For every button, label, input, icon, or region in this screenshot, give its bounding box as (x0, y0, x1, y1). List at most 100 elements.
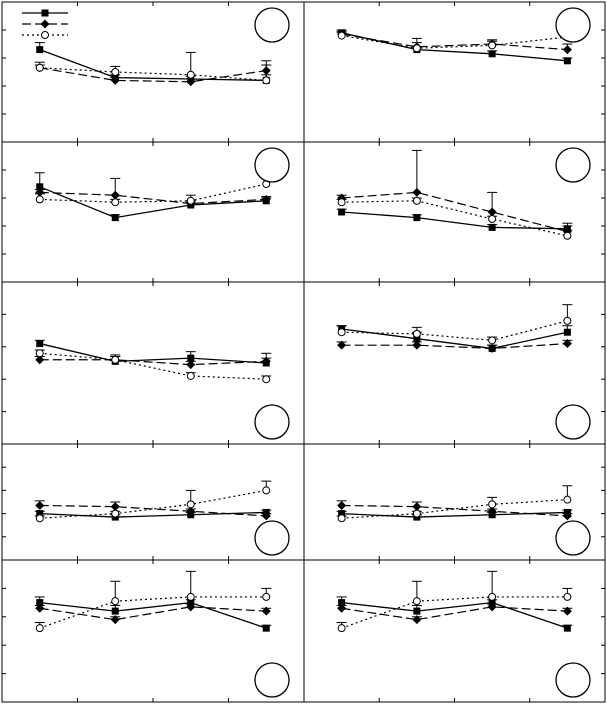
series-line (39, 606, 267, 621)
data-point (111, 607, 119, 615)
series-3 (336, 570, 573, 633)
data-point (488, 215, 497, 223)
data-point (262, 375, 271, 384)
panel-label-circle (555, 662, 591, 698)
data-point (186, 77, 196, 87)
data-point (488, 500, 497, 509)
data-point (563, 592, 572, 601)
panel-1 (1, 1, 305, 143)
series-2 (336, 29, 573, 55)
series-1 (336, 325, 573, 352)
series-line (39, 191, 267, 205)
data-point (111, 355, 120, 364)
data-point (338, 510, 346, 518)
data-point (261, 356, 271, 366)
data-point (186, 70, 195, 79)
data-point (487, 602, 497, 612)
series-line (39, 504, 267, 517)
data-point (412, 597, 421, 606)
data-point (487, 506, 497, 516)
data-point (337, 603, 347, 613)
panel-3 (1, 141, 305, 283)
series-line (39, 359, 267, 366)
legend (22, 9, 68, 39)
series-line (39, 67, 267, 83)
data-point (35, 603, 45, 613)
data-point (412, 502, 422, 512)
legend-marker (41, 9, 49, 17)
series-line (341, 601, 568, 629)
series-3 (336, 196, 573, 240)
data-point (35, 500, 45, 510)
series-1 (34, 596, 272, 632)
data-point (110, 75, 120, 85)
series-line (341, 191, 568, 233)
data-point (111, 509, 120, 518)
series-line (39, 186, 267, 219)
data-point (110, 502, 120, 512)
data-point (412, 196, 421, 205)
data-point (488, 223, 496, 231)
data-point (487, 207, 497, 217)
series-line (341, 342, 568, 350)
data-point (563, 495, 572, 504)
series-2 (336, 149, 573, 237)
data-point (337, 31, 346, 40)
panel-label-circle (555, 404, 591, 440)
data-point (186, 506, 196, 516)
data-point (262, 624, 270, 632)
series-2 (336, 602, 573, 625)
panel-2 (303, 1, 606, 143)
data-point (35, 355, 45, 365)
panel-8 (303, 443, 606, 561)
series-3 (34, 349, 272, 384)
data-point (262, 592, 271, 601)
series-1 (336, 208, 573, 233)
data-point (413, 214, 421, 222)
data-point (186, 500, 195, 509)
data-point (187, 354, 195, 362)
series-3 (34, 480, 272, 523)
data-point (412, 44, 421, 53)
series-3 (336, 304, 573, 345)
data-point (338, 599, 346, 607)
data-point (412, 509, 421, 518)
panel-10 (303, 559, 606, 703)
panel-label-circle (254, 404, 290, 440)
panel-6 (303, 281, 606, 445)
data-point (36, 510, 44, 518)
panel-label-circle (254, 662, 290, 698)
data-point (186, 592, 195, 601)
series-2 (34, 63, 272, 87)
data-point (337, 624, 346, 633)
data-point (36, 46, 44, 54)
series-line (39, 489, 267, 519)
series-line (341, 596, 568, 629)
series-2 (336, 500, 573, 521)
panel-label-circle (254, 520, 290, 556)
data-point (338, 208, 346, 216)
data-point (111, 198, 120, 207)
data-point (337, 328, 346, 337)
data-point (337, 340, 347, 350)
data-point (412, 340, 422, 350)
data-point (337, 198, 346, 207)
series-1 (336, 596, 573, 632)
series-2 (34, 355, 272, 370)
data-point (563, 57, 571, 65)
data-point (186, 371, 195, 380)
series-line (341, 32, 568, 62)
data-point (488, 50, 496, 58)
data-point (111, 597, 120, 606)
data-point (412, 187, 422, 197)
data-point (111, 214, 119, 222)
panel-7 (1, 443, 305, 561)
data-point (186, 196, 195, 205)
series-line (341, 211, 568, 230)
data-point (186, 602, 196, 612)
data-point (35, 187, 45, 197)
series-line (341, 328, 568, 350)
series-1 (336, 508, 573, 521)
series-line (341, 320, 568, 341)
